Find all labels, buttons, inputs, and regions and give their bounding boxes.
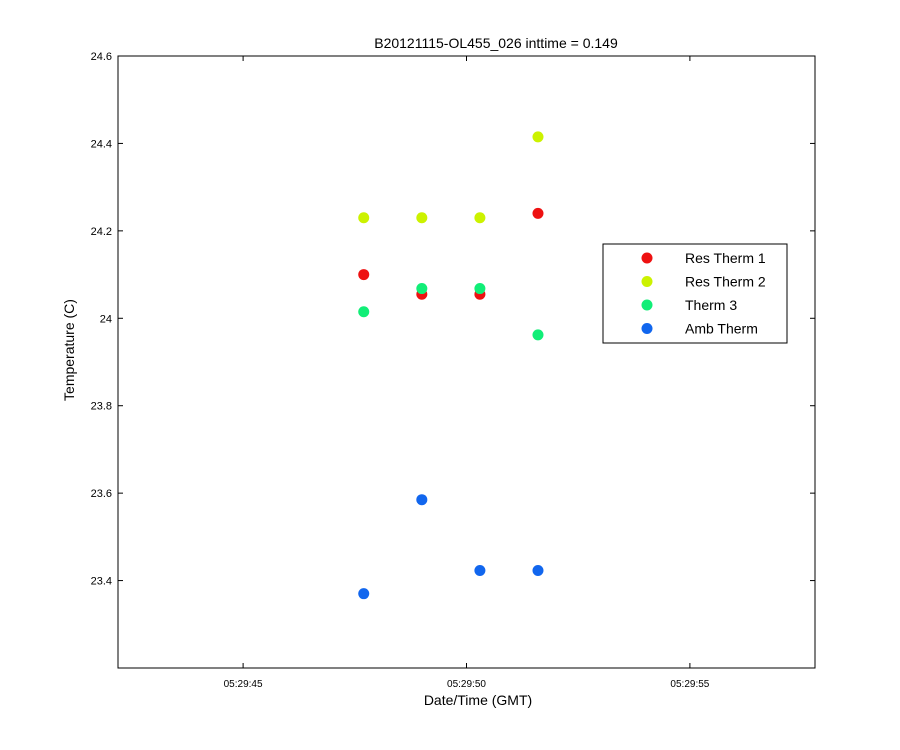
x-axis-ticks: 05:29:45 05:29:50 05:29:55 <box>224 56 710 690</box>
point-series-3 <box>532 565 544 577</box>
legend-label: Res Therm 2 <box>685 274 766 290</box>
chart-title: B20121115-OL455_026 inttime = 0.149 <box>374 35 618 51</box>
point-series-3 <box>358 588 370 600</box>
point-series-1 <box>474 212 486 224</box>
x-tick-label: 05:29:45 <box>224 679 263 690</box>
legend-box <box>602 243 788 344</box>
legend: Res Therm 1 Res Therm 2 Therm 3 Amb Therm <box>602 243 788 344</box>
point-series-1 <box>416 212 428 224</box>
legend-label: Amb Therm <box>685 321 758 337</box>
legend-marker <box>641 299 653 311</box>
point-series-2 <box>358 306 370 318</box>
legend-marker <box>641 252 653 264</box>
point-series-2 <box>416 283 428 295</box>
point-series-1 <box>532 131 544 143</box>
point-series-0 <box>358 269 370 281</box>
y-tick-label: 24.2 <box>91 226 112 238</box>
y-tick-label: 24.4 <box>91 138 112 150</box>
y-tick-label: 24.6 <box>91 51 112 63</box>
point-series-2 <box>532 329 544 341</box>
point-series-3 <box>474 565 486 577</box>
point-series-3 <box>416 494 428 506</box>
legend-marker <box>641 323 653 334</box>
y-tick-label: 23.4 <box>91 576 112 588</box>
x-axis-label: Date/Time (GMT) <box>424 692 532 708</box>
point-series-2 <box>474 283 486 295</box>
legend-label: Therm 3 <box>685 297 737 313</box>
x-tick-label: 05:29:50 <box>447 679 486 690</box>
legend-marker <box>641 276 653 287</box>
plot-area <box>117 55 816 669</box>
y-axis-label: Temperature (C) <box>61 299 77 401</box>
point-series-1 <box>358 212 370 224</box>
y-tick-label: 23.6 <box>91 488 112 500</box>
data-points <box>358 131 544 600</box>
y-tick-label: 24 <box>100 313 112 325</box>
point-series-0 <box>532 207 544 219</box>
x-tick-label: 05:29:55 <box>670 679 709 690</box>
y-tick-label: 23.8 <box>91 401 112 413</box>
y-axis-ticks: 23.4 23.6 23.8 24 24.2 24.4 24.6 <box>91 51 815 588</box>
legend-label: Res Therm 1 <box>685 250 766 266</box>
legend-items: Res Therm 1 Res Therm 2 Therm 3 Amb Therm <box>641 250 766 337</box>
